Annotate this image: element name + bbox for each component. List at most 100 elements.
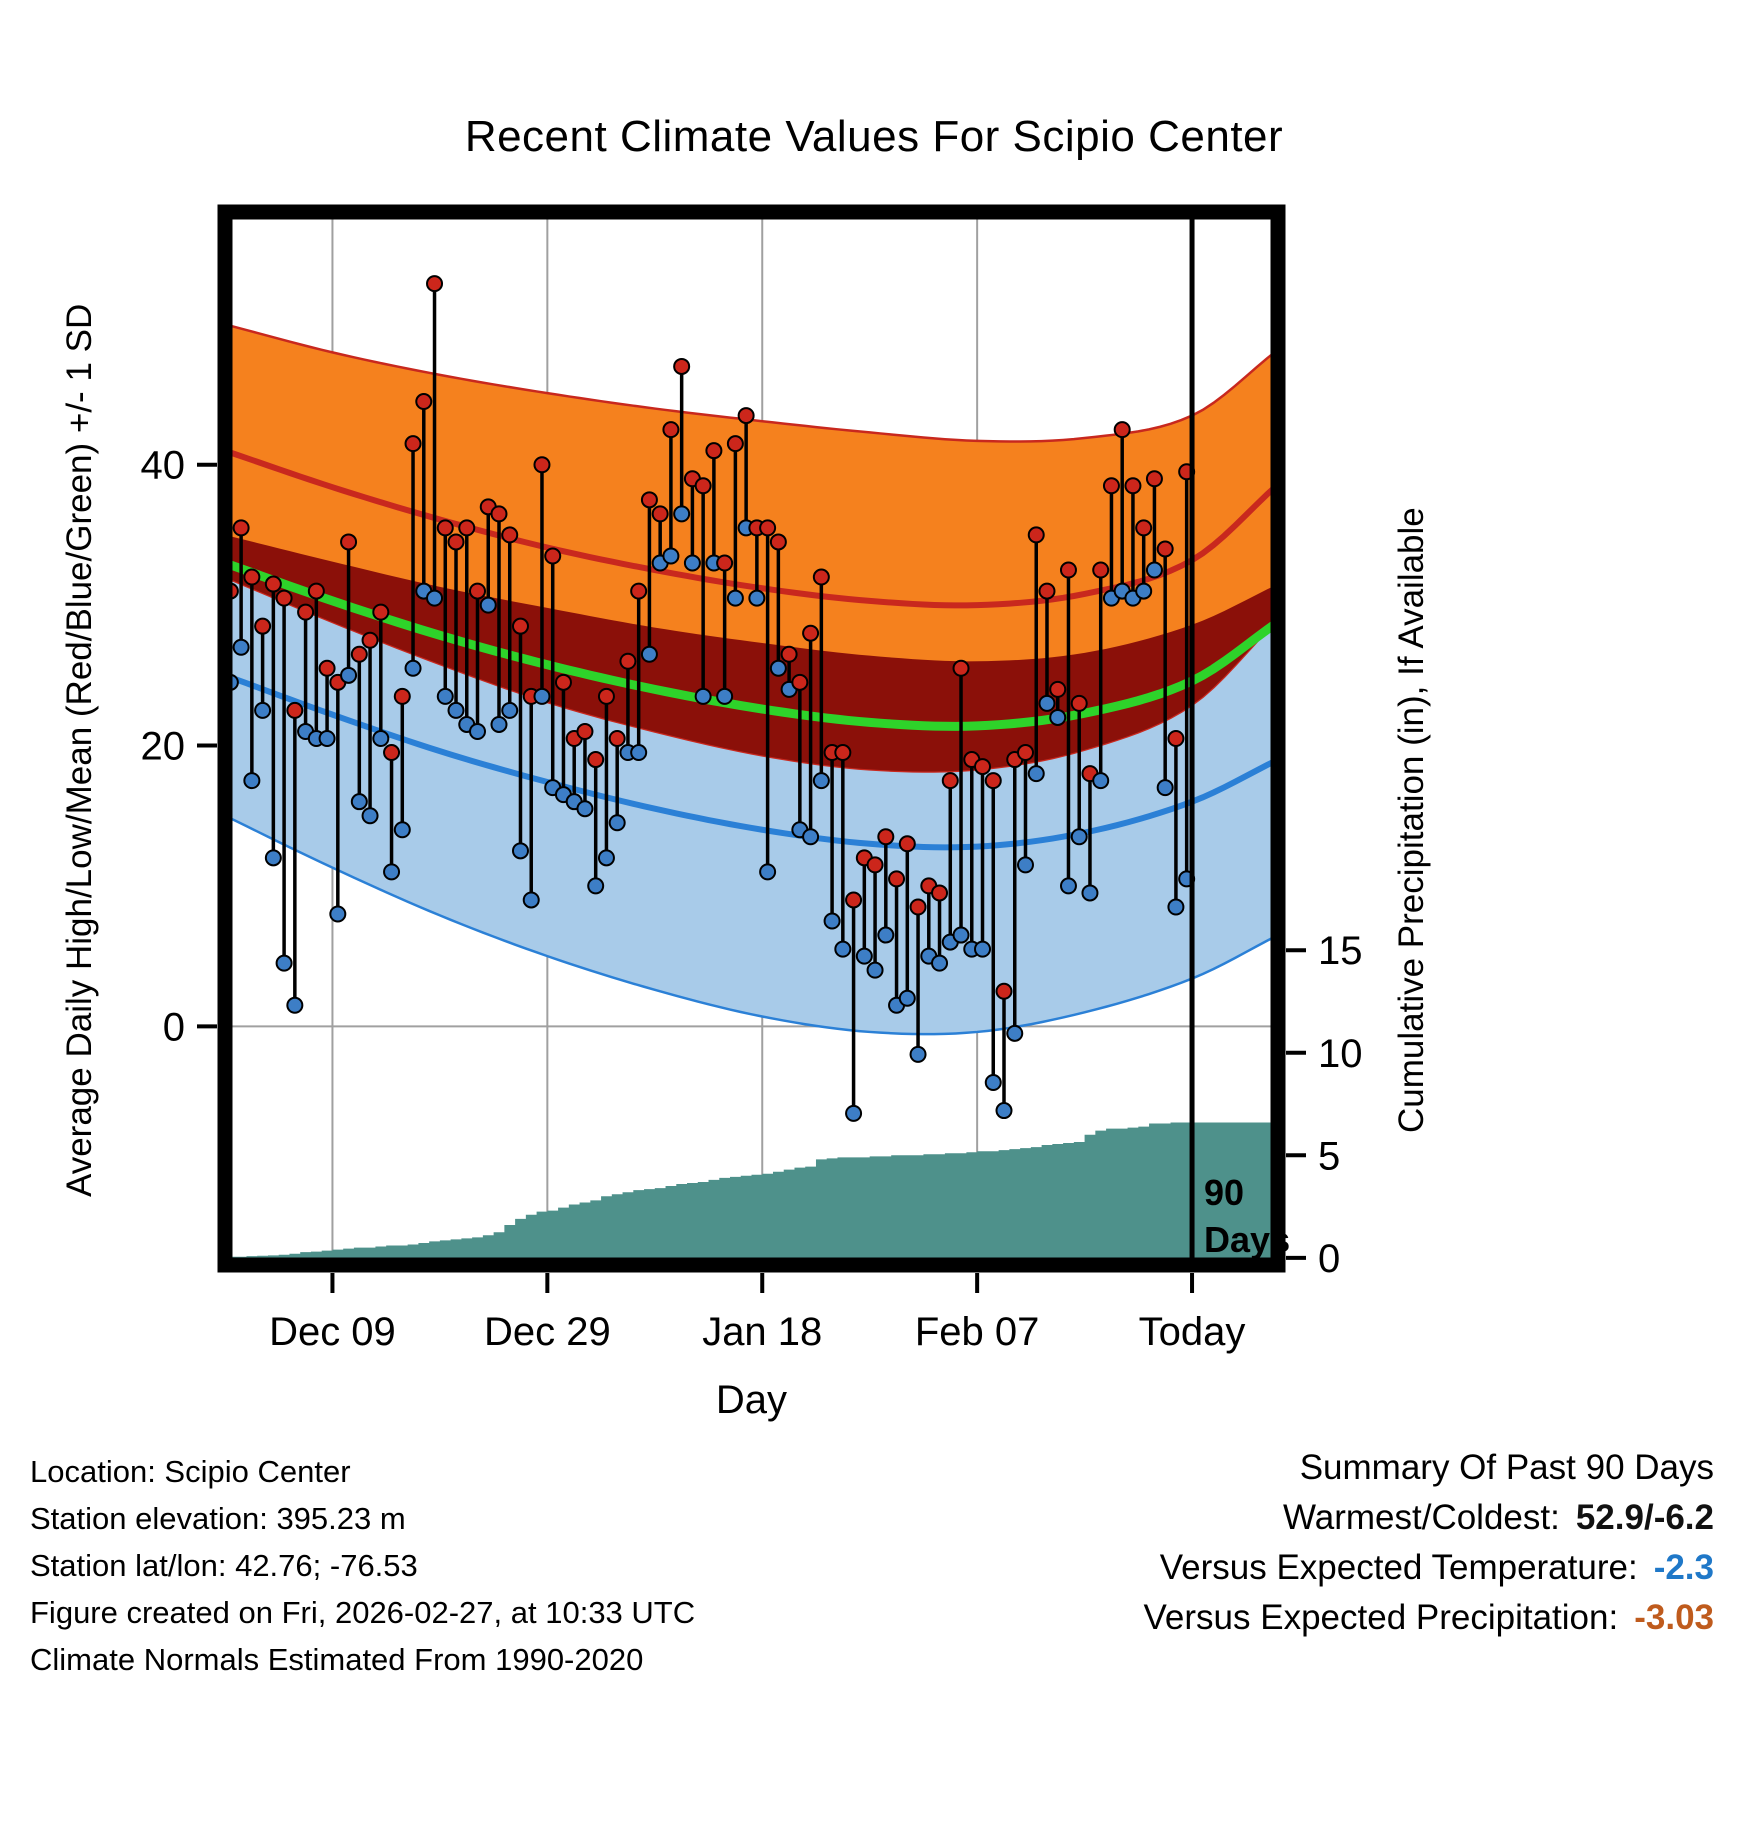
obs-high-dot	[1049, 680, 1067, 698]
obs-high-dot	[275, 589, 293, 607]
obs-high-dot	[630, 582, 648, 600]
obs-low-dot	[447, 701, 465, 719]
summary-row-warmest-coldest: Warmest/Coldest: 52.9/-6.2	[1144, 1493, 1714, 1543]
obs-high-dot	[576, 722, 594, 740]
obs-low-dot	[436, 687, 454, 705]
obs-high-dot	[297, 603, 315, 621]
obs-high-dot	[802, 624, 820, 642]
obs-low-dot	[802, 828, 820, 846]
obs-high-dot	[361, 631, 379, 649]
obs-high-dot	[974, 758, 992, 776]
high-mean-line	[224, 447, 1281, 609]
station-latlon: Station lat/lon: 42.76; -76.53	[30, 1548, 418, 1583]
obs-low-dot	[232, 638, 250, 656]
obs-high-dot	[587, 751, 605, 769]
obs-low-dot	[683, 554, 701, 572]
obs-high-dot	[608, 730, 626, 747]
obs-low-dot	[662, 547, 680, 565]
obs-low-dot	[479, 596, 497, 614]
obs-low-dot	[1027, 765, 1045, 783]
summary-label: Versus Expected Temperature:	[1159, 1548, 1638, 1587]
obs-low-dot	[673, 505, 691, 523]
summary-row-vs-temperature: Versus Expected Temperature: -2.3	[1144, 1543, 1714, 1593]
obs-low-dot	[748, 589, 766, 607]
obs-low-dot	[716, 687, 734, 705]
station-elevation: Station elevation: 395.23 m	[30, 1501, 406, 1536]
obs-low-dot	[361, 807, 379, 825]
figure-created: Figure created on Fri, 2026-02-27, at 10…	[30, 1595, 696, 1630]
obs-low-dot	[630, 744, 648, 762]
obs-high-dot	[952, 659, 970, 677]
obs-low-dot	[877, 926, 895, 944]
obs-high-dot	[1124, 477, 1142, 495]
obs-high-dot	[372, 603, 390, 621]
obs-high-dot	[426, 275, 444, 293]
obs-high-dot	[1038, 582, 1056, 600]
obs-high-dot	[415, 393, 433, 411]
obs-high-dot	[834, 744, 852, 762]
obs-low-dot	[329, 905, 347, 923]
obs-high-dot	[769, 533, 787, 551]
obs-high-dot	[1102, 477, 1120, 495]
obs-low-dot	[318, 730, 336, 747]
obs-low-dot	[372, 730, 390, 747]
obs-high-dot	[554, 673, 572, 691]
obs-low-dot	[533, 687, 551, 705]
obs-high-dot	[673, 357, 691, 375]
obs-low-dot	[340, 666, 358, 684]
mean-line	[223, 558, 1281, 731]
obs-low-dot	[1059, 877, 1077, 895]
obs-low-dot	[426, 589, 444, 607]
obs-high-dot	[619, 652, 637, 670]
normals-source: Climate Normals Estimated From 1990-2020	[30, 1642, 644, 1677]
obs-low-dot	[254, 701, 272, 719]
obs-high-dot	[694, 477, 712, 495]
obs-low-dot	[855, 947, 873, 965]
right-tick-label: 5	[1318, 1134, 1340, 1178]
obs-high-dot	[533, 456, 551, 474]
obs-high-dot	[469, 582, 487, 600]
obs-low-dot	[1070, 828, 1088, 846]
obs-high-dot	[941, 772, 959, 790]
obs-low-dot	[1156, 779, 1174, 797]
obs-high-dot	[1027, 526, 1045, 544]
obs-high-dot	[780, 645, 798, 663]
obs-high-dot	[393, 687, 411, 705]
obs-low-dot	[1135, 582, 1153, 600]
obs-high-dot	[1070, 694, 1088, 712]
summary-label: Warmest/Coldest:	[1283, 1498, 1560, 1537]
obs-high-dot	[383, 744, 401, 762]
obs-high-dot	[931, 884, 949, 902]
obs-low-dot	[1145, 561, 1163, 579]
obs-low-dot	[350, 793, 368, 811]
obs-high-dot	[1145, 470, 1163, 488]
obs-high-dot	[866, 856, 884, 874]
cumulative-precip-area	[225, 1122, 1278, 1265]
obs-high-dot	[662, 421, 680, 439]
obs-high-dot	[1092, 561, 1110, 579]
obs-high-dot	[501, 526, 519, 544]
obs-high-dot	[458, 519, 476, 537]
obs-high-dot	[705, 442, 723, 460]
obs-low-dot	[383, 863, 401, 881]
x-tick-label: Dec 09	[269, 1310, 396, 1354]
obs-low-dot	[834, 940, 852, 958]
summary-value: -3.03	[1634, 1598, 1714, 1637]
obs-high-dot	[726, 435, 744, 453]
summary-label: Versus Expected Precipitation:	[1143, 1598, 1619, 1637]
obs-high-dot	[791, 673, 809, 691]
obs-high-dot	[737, 407, 755, 425]
obs-low-dot	[931, 954, 949, 972]
obs-low-dot	[576, 800, 594, 818]
obs-high-dot	[1156, 540, 1174, 558]
obs-high-dot	[759, 519, 777, 537]
obs-high-dot	[232, 519, 250, 537]
obs-low-dot	[469, 722, 487, 740]
obs-low-dot	[511, 842, 529, 860]
obs-low-dot	[995, 1102, 1013, 1120]
summary-value: -2.3	[1653, 1548, 1714, 1587]
summary-title: Summary Of Past 90 Days	[1299, 1448, 1714, 1487]
obs-high-dot	[995, 982, 1013, 1000]
plot-frame	[217, 204, 1286, 1273]
